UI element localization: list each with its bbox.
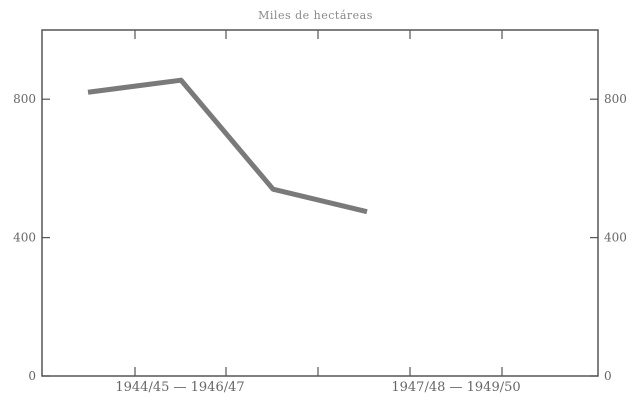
- y-tick-label-left: 800: [13, 92, 36, 106]
- y-tick-label-left: 0: [28, 369, 36, 383]
- series-line-0: [87, 77, 368, 215]
- y-tick-label-right: 800: [604, 92, 627, 106]
- chart-title: Miles de hectáreas: [258, 9, 373, 22]
- x-group-label: 1944/45 — 1946/47: [115, 380, 244, 395]
- plot-frame: [41, 29, 599, 377]
- y-tick-label-left: 400: [13, 231, 36, 245]
- x-group-label: 1947/48 — 1949/50: [391, 380, 520, 395]
- y-tick-label-right: 400: [604, 231, 627, 245]
- y-tick-label-right: 0: [604, 369, 612, 383]
